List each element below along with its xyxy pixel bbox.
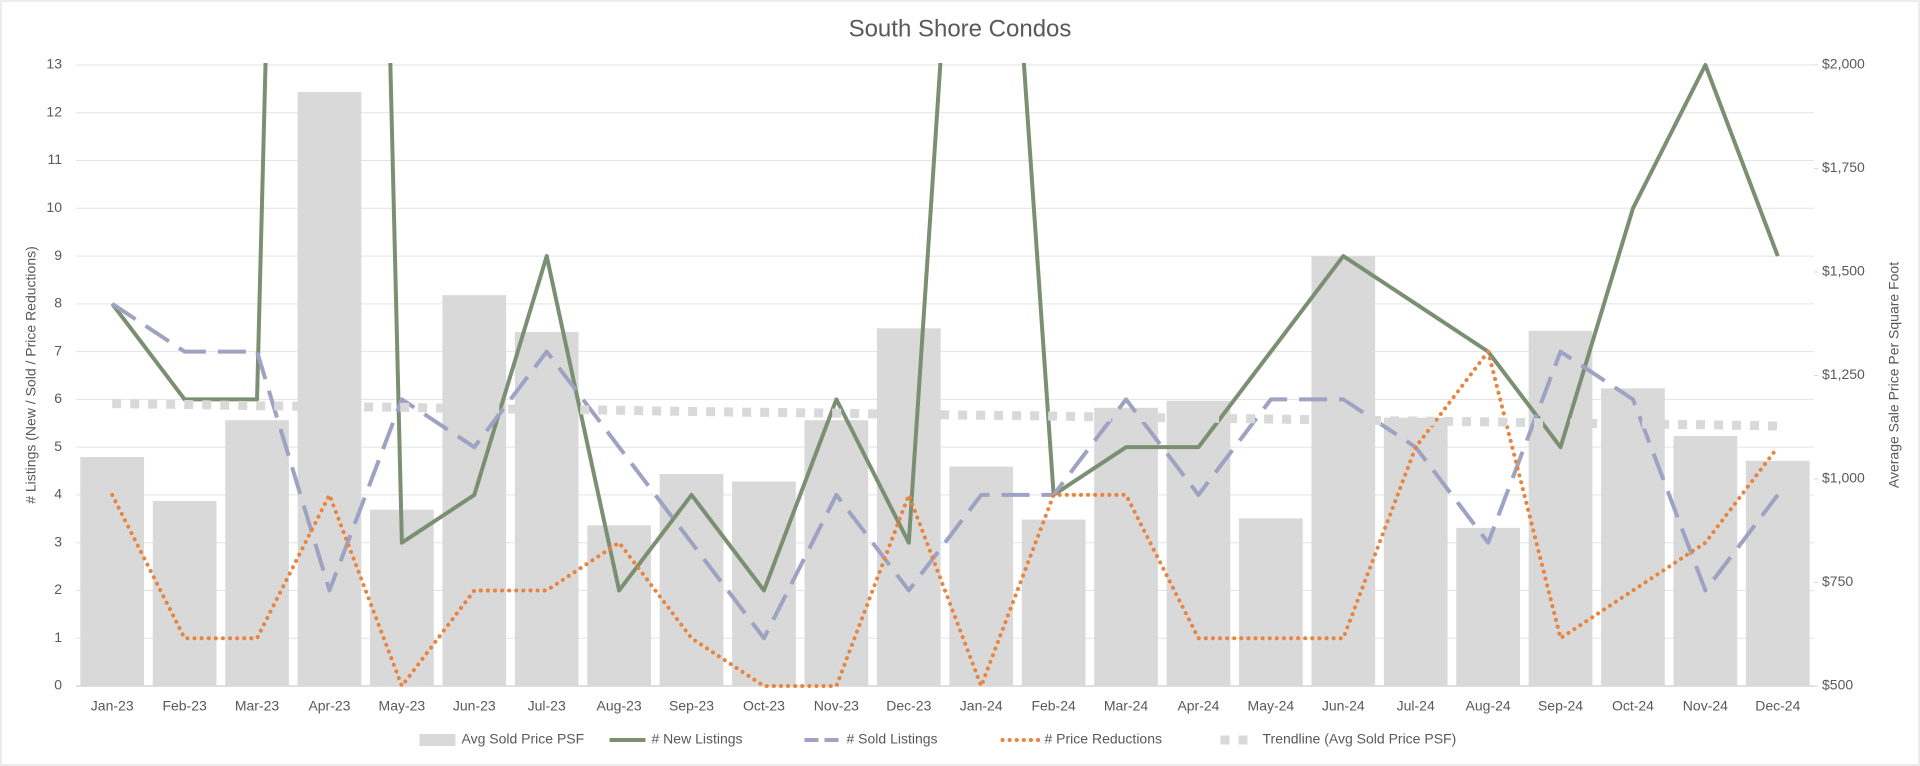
legend-swatch xyxy=(419,734,456,746)
y2-tick-label: $1,250 xyxy=(1822,366,1865,382)
legend-label: # New Listings xyxy=(652,731,743,747)
x-tick-label: Feb-23 xyxy=(162,698,207,714)
y2-tick-label: $2,000 xyxy=(1822,56,1865,72)
bar xyxy=(876,328,941,686)
x-tick-label: Aug-23 xyxy=(597,698,642,714)
x-tick-label: Mar-24 xyxy=(1104,698,1149,714)
y-axis-title: # Listings (New / Sold / Price Reduction… xyxy=(23,246,39,504)
y-tick-label: 5 xyxy=(54,438,62,454)
x-tick-label: Jun-23 xyxy=(453,698,496,714)
x-tick-label: Apr-23 xyxy=(308,698,350,714)
y-tick-label: 4 xyxy=(54,486,62,502)
bar xyxy=(1456,527,1520,686)
x-tick-label: Sep-24 xyxy=(1538,698,1583,714)
bar xyxy=(297,91,362,686)
y2-tick-label: $500 xyxy=(1822,677,1853,693)
x-tick-label: Jul-24 xyxy=(1397,698,1435,714)
legend-label: Avg Sold Price PSF xyxy=(462,731,585,747)
bar xyxy=(152,500,217,686)
x-tick-label: Oct-23 xyxy=(743,698,785,714)
x-tick-label: May-24 xyxy=(1248,698,1295,714)
bar xyxy=(659,474,724,686)
x-tick-label: Nov-23 xyxy=(814,698,859,714)
y-tick-label: 12 xyxy=(46,103,62,119)
bar xyxy=(1528,330,1593,686)
series-line xyxy=(112,399,1778,431)
y-tick-label: 11 xyxy=(47,151,62,167)
y2-axis-title: Average Sale Price Per Square Foot xyxy=(1886,262,1902,488)
x-tick-label: Jul-23 xyxy=(528,698,566,714)
x-tick-label: Mar-23 xyxy=(235,698,280,714)
x-tick-label: Jan-24 xyxy=(960,698,1003,714)
bar xyxy=(1239,518,1303,686)
x-tick-label: Jun-24 xyxy=(1322,698,1365,714)
y-tick-label: 0 xyxy=(54,677,62,693)
bar xyxy=(1601,388,1665,686)
legend-label: # Sold Listings xyxy=(847,731,938,747)
bar xyxy=(732,481,796,686)
series-line xyxy=(111,302,1780,641)
bar xyxy=(80,457,145,686)
x-tick-label: May-23 xyxy=(379,698,426,714)
x-tick-label: Oct-24 xyxy=(1612,698,1654,714)
bar xyxy=(1311,256,1376,686)
bar xyxy=(949,466,1014,686)
bar xyxy=(804,420,869,686)
y-tick-label: 3 xyxy=(54,533,62,549)
bar xyxy=(1166,400,1231,686)
x-tick-label: Jan-23 xyxy=(91,698,134,714)
y2-tick-label: $1,500 xyxy=(1822,263,1865,279)
y-tick-label: 9 xyxy=(54,247,62,263)
y-tick-label: 13 xyxy=(46,56,62,72)
bar xyxy=(1021,519,1086,686)
chart-title: South Shore Condos xyxy=(849,15,1072,42)
bar xyxy=(1745,460,1810,686)
y2-tick-label: $750 xyxy=(1822,573,1853,589)
y2-tick-label: $1,750 xyxy=(1822,159,1865,175)
bar xyxy=(1094,407,1158,686)
bar xyxy=(1383,417,1448,686)
series-line xyxy=(110,349,1780,688)
x-tick-label: Sep-23 xyxy=(669,698,714,714)
bar xyxy=(225,420,289,686)
y-tick-label: 10 xyxy=(46,199,62,215)
y-tick-label: 7 xyxy=(54,342,62,358)
y-tick-label: 2 xyxy=(54,581,62,597)
y-tick-label: 8 xyxy=(54,295,62,311)
x-tick-label: Dec-24 xyxy=(1755,698,1800,714)
legend-label: Trendline (Avg Sold Price PSF) xyxy=(1263,731,1457,747)
series-line xyxy=(110,63,1780,593)
bar xyxy=(514,332,579,686)
bar xyxy=(587,525,651,686)
plot-area xyxy=(80,63,1810,688)
x-tick-label: Feb-24 xyxy=(1031,698,1076,714)
x-tick-label: Aug-24 xyxy=(1466,698,1511,714)
legend-label: # Price Reductions xyxy=(1045,731,1163,747)
y2-tick-label: $1,000 xyxy=(1822,470,1865,486)
y-tick-label: 1 xyxy=(54,629,62,645)
x-tick-label: Nov-24 xyxy=(1683,698,1728,714)
x-tick-label: Apr-24 xyxy=(1177,698,1219,714)
x-tick-label: Dec-23 xyxy=(886,698,931,714)
y-tick-label: 6 xyxy=(54,390,62,406)
